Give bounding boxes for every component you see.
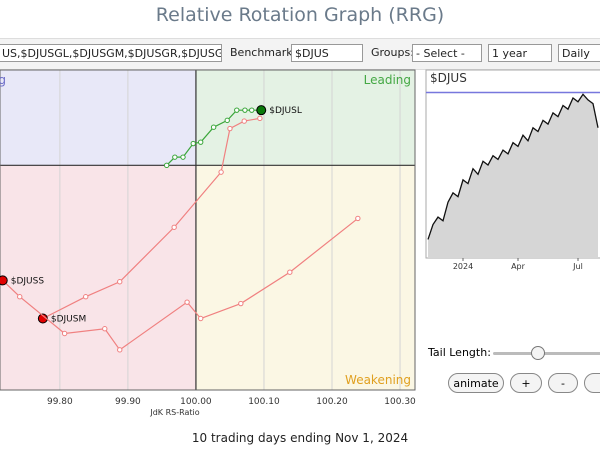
groups-label: Groups: bbox=[371, 46, 414, 59]
x-tick-label: 100.00 bbox=[180, 397, 212, 407]
tail-point bbox=[218, 169, 224, 175]
tail-head bbox=[256, 105, 267, 116]
tail-head bbox=[37, 313, 48, 324]
tail-point bbox=[117, 347, 123, 353]
tail-point bbox=[180, 154, 186, 160]
tail-point bbox=[184, 299, 190, 305]
tail-point bbox=[355, 215, 361, 222]
tail-point bbox=[197, 139, 204, 145]
animate-button[interactable]: animate bbox=[448, 373, 504, 393]
tail-point bbox=[163, 162, 170, 169]
x-tick-label: 2024 bbox=[453, 262, 473, 271]
symbols-input[interactable]: US,$DJUSGL,$DJUSGM,$DJUSGR,$DJUSGS bbox=[0, 44, 222, 62]
price-line bbox=[427, 93, 599, 240]
frequency-select[interactable]: Daily bbox=[558, 44, 600, 62]
tail-point bbox=[234, 107, 240, 113]
slider-knob[interactable] bbox=[531, 346, 545, 360]
tail-point bbox=[287, 269, 293, 275]
tail-point bbox=[242, 107, 248, 113]
period-select[interactable]: 1 year bbox=[488, 44, 552, 62]
x-tick-label: 99.80 bbox=[47, 397, 73, 407]
tail-point bbox=[17, 294, 23, 300]
mini-title: $DJUS bbox=[430, 71, 467, 85]
tail-point bbox=[102, 326, 108, 332]
plot-border bbox=[0, 69, 416, 391]
x-tick-label: 100.30 bbox=[384, 397, 416, 407]
quadrant-label: Leading bbox=[364, 73, 411, 87]
tail-point bbox=[171, 224, 177, 230]
x-axis-label: JdK RS-Ratio bbox=[149, 408, 199, 417]
tail-point bbox=[224, 117, 230, 124]
tail-point bbox=[227, 125, 233, 132]
x-tick-label: 100.10 bbox=[248, 397, 280, 407]
benchmark-label: Benchmark: bbox=[230, 46, 297, 59]
tail-line bbox=[2, 217, 359, 351]
tail-slider[interactable] bbox=[493, 352, 600, 355]
tail-point bbox=[241, 118, 247, 124]
quadrant-weakening bbox=[195, 165, 415, 390]
full-button[interactable]: fi bbox=[584, 373, 600, 393]
quadrant-lagging bbox=[0, 165, 196, 390]
x-tick-label: Apr bbox=[511, 262, 526, 271]
minus-button[interactable]: - bbox=[548, 373, 578, 393]
tail-point bbox=[210, 124, 217, 130]
x-tick-label: 99.90 bbox=[115, 397, 141, 407]
x-tick-label: 100.20 bbox=[316, 397, 348, 407]
tail-point bbox=[83, 294, 89, 300]
tail-point bbox=[117, 279, 123, 285]
page-title: Relative Rotation Graph (RRG) bbox=[155, 4, 445, 26]
tail-length-label: Tail Length: bbox=[428, 346, 491, 359]
quadrant-improving bbox=[0, 70, 196, 166]
tail-point bbox=[249, 107, 255, 113]
tail-point bbox=[190, 140, 196, 147]
quadrant-label: Weakening bbox=[345, 373, 411, 387]
x-tick-label: Jul bbox=[572, 262, 583, 271]
series-label: $DJUSS bbox=[11, 276, 45, 286]
groups-select[interactable]: - Select - bbox=[412, 44, 482, 62]
tail-point bbox=[197, 315, 204, 322]
price-area bbox=[428, 94, 598, 258]
benchmark-input[interactable]: $DJUS bbox=[291, 44, 363, 62]
series-label: $DJUSL bbox=[269, 106, 302, 116]
plus-button[interactable]: + bbox=[510, 373, 542, 393]
tail-point bbox=[61, 330, 68, 337]
series-label: $DJUSM bbox=[51, 315, 86, 325]
tail-point bbox=[238, 300, 244, 307]
quadrant-label: Improving bbox=[0, 73, 6, 87]
quadrant-leading bbox=[195, 70, 415, 166]
tail-point bbox=[257, 115, 263, 122]
footer: 10 trading days ending Nov 1, 2024 bbox=[191, 431, 409, 445]
tail-head bbox=[0, 275, 8, 286]
tail-point bbox=[172, 154, 178, 160]
